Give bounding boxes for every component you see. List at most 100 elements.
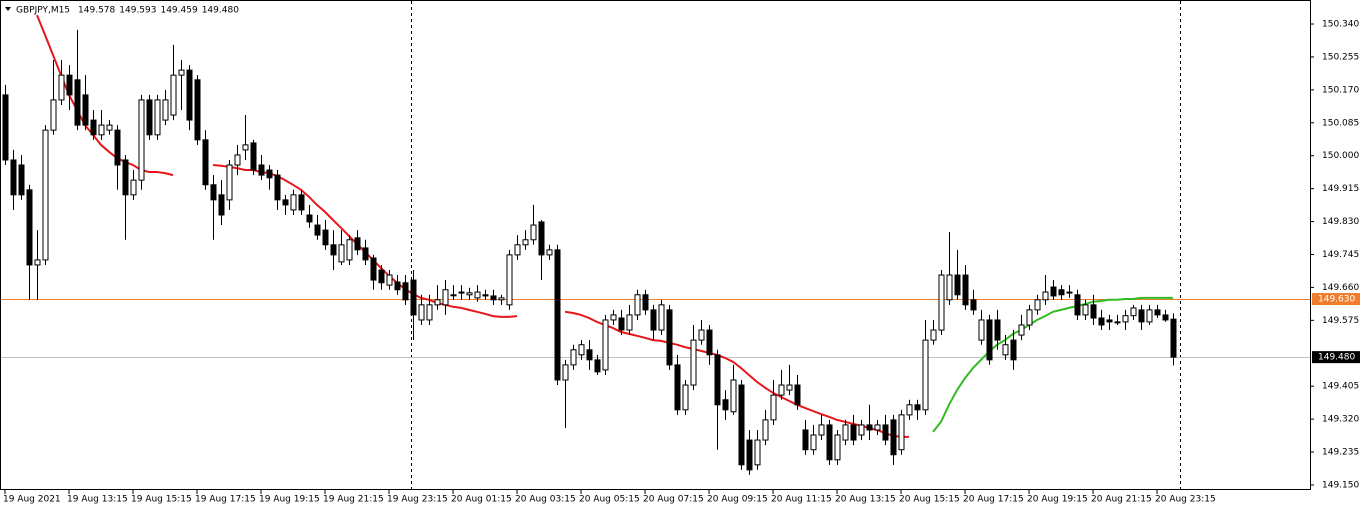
candle-body [634, 294, 641, 316]
candle-body [194, 79, 201, 141]
candle-body [658, 304, 665, 331]
y-tick-label: 149.235 [1322, 448, 1359, 458]
price-label-box [1312, 293, 1360, 306]
candle-body [602, 319, 609, 371]
chart-title: GBPJPY,M15 [16, 6, 70, 16]
candle-body [850, 424, 857, 441]
candle-body [578, 344, 585, 356]
candle-body [810, 434, 817, 451]
candle-body [650, 309, 657, 331]
candle-body [10, 159, 17, 196]
candle-body [866, 424, 873, 431]
x-tick-label: 20 Aug 13:15 [835, 495, 896, 505]
candle-body [514, 244, 521, 256]
candle-body [346, 239, 353, 261]
plot-frame [0, 0, 1311, 490]
x-tick-label: 20 Aug 21:15 [1091, 495, 1152, 505]
candle-body [282, 199, 289, 206]
candle-body [706, 329, 713, 356]
candle-body [674, 364, 681, 411]
candle-body [1066, 291, 1073, 294]
candle-body [754, 439, 761, 466]
candle-body [970, 299, 977, 311]
candle-body [474, 291, 481, 299]
candle-body [218, 194, 225, 216]
candle-body [314, 224, 321, 236]
candle-body [826, 424, 833, 461]
candle-body [914, 404, 921, 411]
candle-body [434, 299, 441, 306]
candle-body [1002, 344, 1009, 356]
candle-body [290, 194, 297, 211]
candle-body [786, 384, 793, 391]
candle-body [418, 304, 425, 321]
candle-body [226, 164, 233, 201]
x-tick-label: 20 Aug 23:15 [1155, 495, 1216, 505]
candle-body [762, 419, 769, 441]
x-tick-label: 20 Aug 03:15 [515, 495, 576, 505]
y-tick-label: 149.915 [1322, 184, 1359, 194]
candle-body [266, 169, 273, 179]
candle-body [98, 124, 105, 136]
candle-body [114, 129, 121, 166]
candle-body [146, 99, 153, 136]
candle-body [546, 249, 553, 256]
candle-body [1154, 309, 1161, 316]
candle-body [530, 224, 537, 241]
candle-body [106, 124, 113, 131]
y-tick-label: 149.660 [1322, 283, 1359, 293]
candle-body [506, 254, 513, 306]
candle-body [378, 269, 385, 284]
candle-body [1170, 318, 1177, 358]
x-tick-label: 20 Aug 09:15 [707, 495, 768, 505]
candle-body [938, 274, 945, 331]
candle-body [242, 144, 249, 151]
candle-body [690, 339, 697, 386]
candle-body [538, 221, 545, 256]
y-tick-label: 149.150 [1322, 480, 1359, 490]
x-tick-label: 20 Aug 19:15 [1027, 495, 1088, 505]
candle-body [954, 274, 961, 296]
candle-body [666, 309, 673, 366]
candle-body [258, 164, 265, 176]
candle-body [394, 281, 401, 291]
candle-body [818, 424, 825, 436]
candle-body [1026, 309, 1033, 326]
x-tick-label: 20 Aug 07:15 [643, 495, 704, 505]
y-tick-label: 150.000 [1322, 151, 1359, 161]
x-tick-label: 19 Aug 21:15 [323, 495, 384, 505]
candle-body [882, 424, 889, 441]
candle-body [306, 214, 313, 223]
candle-body [1090, 304, 1097, 319]
price-label: 149.480 [1318, 353, 1355, 363]
candle-body [90, 119, 97, 136]
y-tick-label: 150.340 [1322, 20, 1359, 30]
candle-body [874, 424, 881, 431]
candle-body [1122, 315, 1129, 323]
candle-body [594, 359, 601, 373]
candle-body [178, 69, 185, 76]
candle-body [730, 379, 737, 413]
header-value: 149.480 [202, 6, 239, 16]
candle-body [402, 282, 409, 301]
candle-body [1042, 291, 1049, 301]
candle-body [2, 94, 9, 161]
candle-body [130, 179, 137, 196]
x-tick-label: 19 Aug 17:15 [195, 495, 256, 505]
candle-body [802, 429, 809, 451]
candle-body [386, 274, 393, 286]
y-tick-label: 150.255 [1322, 52, 1359, 62]
candle-body [250, 142, 257, 171]
candle-body [898, 414, 905, 451]
candle-body [834, 434, 841, 461]
x-tick-label: 19 Aug 13:15 [67, 495, 128, 505]
candle-body [1082, 304, 1089, 316]
candle-body [1074, 294, 1081, 316]
candle-body [42, 129, 49, 261]
moving-average [932, 296, 1173, 433]
candle-body [234, 154, 241, 166]
x-tick-label: 19 Aug 15:15 [131, 495, 192, 505]
candle-body [714, 354, 721, 406]
candle-body [618, 317, 625, 331]
